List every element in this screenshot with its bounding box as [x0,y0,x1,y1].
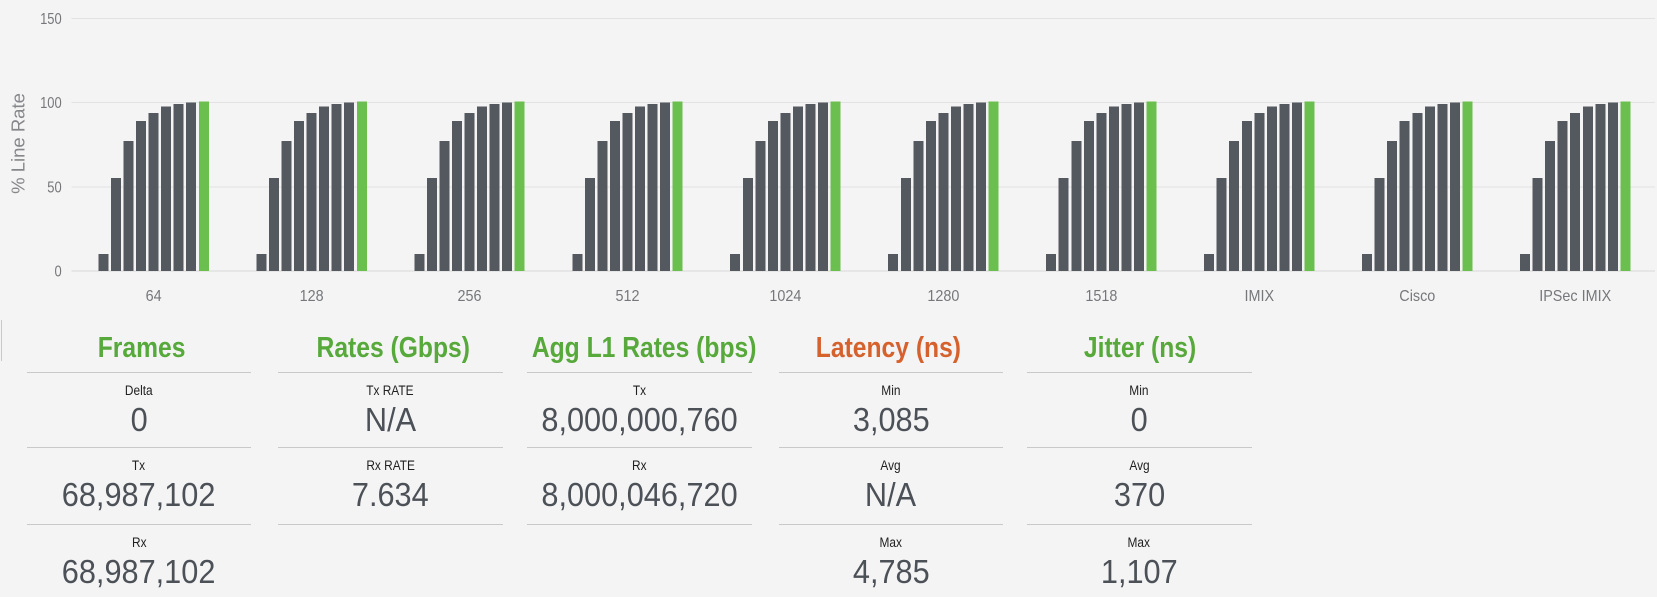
svg-text:128: 128 [300,288,324,305]
svg-text:1024: 1024 [769,288,801,305]
svg-text:256: 256 [458,288,482,305]
svg-text:1280: 1280 [927,288,959,305]
svg-text:IPSec IMIX: IPSec IMIX [1539,288,1611,305]
svg-text:50: 50 [47,179,62,196]
svg-text:1518: 1518 [1085,288,1117,305]
svg-text:100: 100 [40,95,62,112]
svg-text:0: 0 [55,264,63,281]
svg-text:IMIX: IMIX [1245,288,1275,305]
svg-text:64: 64 [146,288,162,305]
svg-text:Cisco: Cisco [1399,288,1435,305]
svg-text:% Line Rate: % Line Rate [8,93,29,194]
svg-text:150: 150 [40,11,62,28]
svg-text:512: 512 [616,288,640,305]
